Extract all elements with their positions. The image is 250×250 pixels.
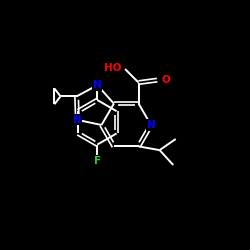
Text: N: N bbox=[73, 115, 82, 125]
Text: N: N bbox=[93, 80, 102, 90]
Text: O: O bbox=[162, 75, 170, 85]
Text: F: F bbox=[94, 156, 101, 166]
Text: N: N bbox=[146, 120, 155, 130]
Text: HO: HO bbox=[104, 63, 121, 73]
